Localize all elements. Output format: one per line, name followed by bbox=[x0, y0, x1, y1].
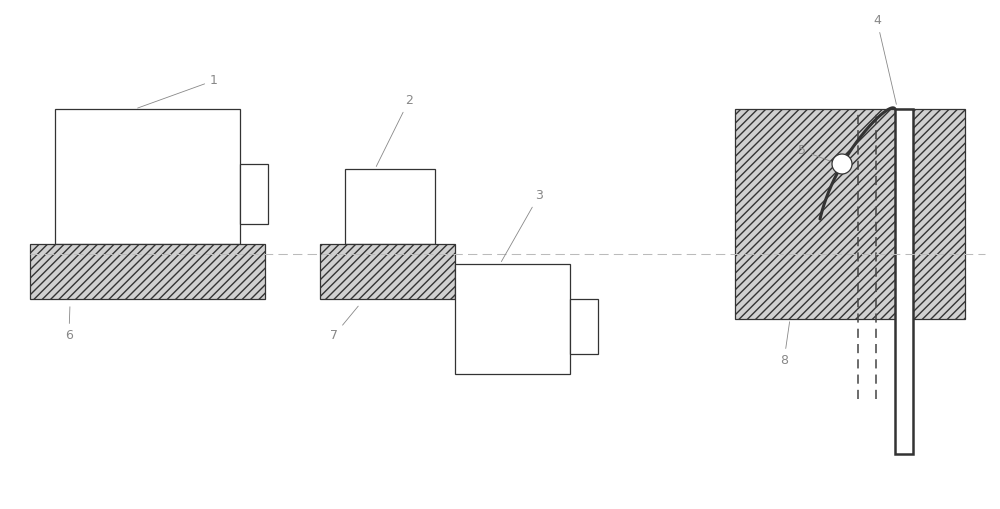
Bar bbox=[320, 244, 455, 299]
Bar bbox=[895, 109, 913, 454]
Bar bbox=[735, 109, 965, 319]
Bar bbox=[345, 169, 435, 244]
Text: 6: 6 bbox=[65, 307, 73, 342]
Bar bbox=[240, 164, 268, 224]
Bar bbox=[570, 299, 598, 354]
Text: 1: 1 bbox=[138, 74, 218, 108]
Circle shape bbox=[832, 154, 852, 174]
Text: 5: 5 bbox=[798, 144, 835, 163]
Bar bbox=[30, 244, 265, 299]
Text: 2: 2 bbox=[376, 94, 413, 166]
Text: 8: 8 bbox=[780, 322, 790, 367]
Bar bbox=[55, 109, 240, 244]
Text: 7: 7 bbox=[330, 306, 358, 342]
Text: 3: 3 bbox=[501, 189, 543, 262]
Bar bbox=[455, 264, 570, 374]
Text: 4: 4 bbox=[873, 14, 896, 104]
